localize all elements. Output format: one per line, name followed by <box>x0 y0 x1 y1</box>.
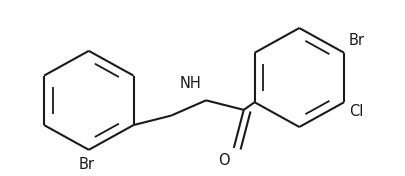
Text: NH: NH <box>179 76 201 91</box>
Text: Br: Br <box>79 158 95 172</box>
Text: Br: Br <box>349 33 365 48</box>
Text: Cl: Cl <box>349 104 363 119</box>
Text: O: O <box>218 153 230 168</box>
